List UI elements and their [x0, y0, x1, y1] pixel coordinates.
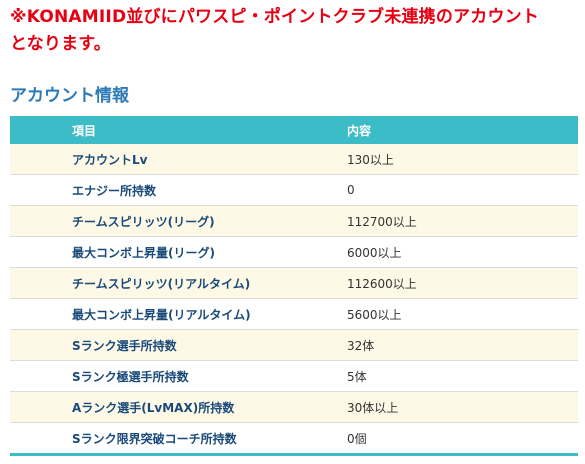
row-item-label: 最大コンボ上昇量(リーグ) — [10, 236, 327, 268]
table-row: アカウントLv 130以上 — [10, 144, 578, 175]
table-row: Sランク選手所持数 32体 — [10, 329, 578, 361]
row-item-value: 112600以上 — [327, 267, 578, 299]
table-row: Sランク限界突破コーチ所持数 0個 — [10, 422, 578, 456]
table-header-row: 項目 内容 — [10, 116, 578, 144]
row-item-value: 130以上 — [327, 144, 578, 175]
row-item-label: Sランク極選手所持数 — [10, 360, 327, 392]
row-item-value: 112700以上 — [327, 205, 578, 237]
section-title: アカウント情報 — [10, 86, 129, 106]
row-item-value: 5600以上 — [327, 298, 578, 330]
row-item-value: 0 — [327, 174, 578, 206]
row-item-label: エナジー所持数 — [10, 174, 327, 206]
table-row: Sランク極選手所持数 5体 — [10, 360, 578, 392]
header-item: 項目 — [10, 116, 327, 144]
account-info-table: 項目 内容 アカウントLv 130以上 エナジー所持数 0 チームスピリッツ(リ… — [10, 116, 578, 456]
table-row: エナジー所持数 0 — [10, 174, 578, 206]
table-row: チームスピリッツ(リーグ) 112700以上 — [10, 205, 578, 237]
row-item-label: Aランク選手(LvMAX)所持数 — [10, 391, 327, 423]
row-item-value: 0個 — [327, 422, 578, 456]
table-row: チームスピリッツ(リアルタイム) 112600以上 — [10, 267, 578, 299]
row-item-label: Sランク選手所持数 — [10, 329, 327, 361]
table-row: Aランク選手(LvMAX)所持数 30体以上 — [10, 391, 578, 423]
row-item-label: Sランク限界突破コーチ所持数 — [10, 422, 327, 456]
notice-line-1: ※KONAMIID並びにパワスピ・ポイントクラブ未連携のアカウント — [10, 7, 540, 27]
row-item-value: 5体 — [327, 360, 578, 392]
row-item-value: 30体以上 — [327, 391, 578, 423]
row-item-label: チームスピリッツ(リーグ) — [10, 205, 327, 237]
row-item-label: チームスピリッツ(リアルタイム) — [10, 267, 327, 299]
row-item-value: 6000以上 — [327, 236, 578, 268]
header-value: 内容 — [327, 116, 578, 144]
table-row: 最大コンボ上昇量(リアルタイム) 5600以上 — [10, 298, 578, 330]
row-item-label: アカウントLv — [10, 144, 327, 175]
notice-line-2: となります。 — [10, 34, 111, 54]
table-row: 最大コンボ上昇量(リーグ) 6000以上 — [10, 236, 578, 268]
row-item-label: 最大コンボ上昇量(リアルタイム) — [10, 298, 327, 330]
row-item-value: 32体 — [327, 329, 578, 361]
account-notice: ※KONAMIID並びにパワスピ・ポイントクラブ未連携のアカウント となります。 — [10, 4, 578, 58]
